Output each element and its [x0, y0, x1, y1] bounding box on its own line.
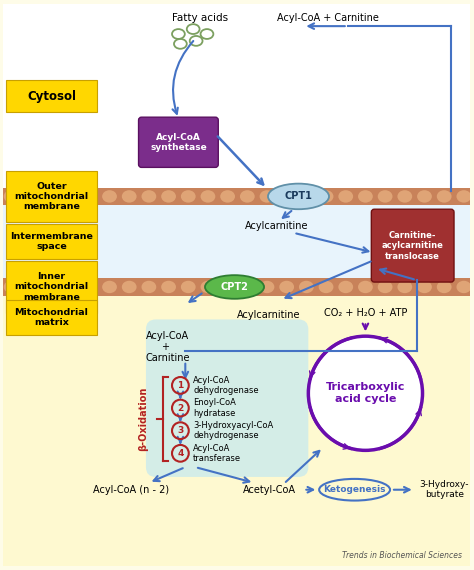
Ellipse shape [358, 281, 373, 293]
Ellipse shape [417, 281, 432, 293]
FancyBboxPatch shape [6, 262, 97, 312]
Bar [3, 5, 470, 188]
Ellipse shape [181, 281, 196, 293]
Text: Mitochondrial
matrix: Mitochondrial matrix [15, 308, 88, 327]
FancyBboxPatch shape [6, 171, 97, 222]
Ellipse shape [161, 190, 176, 202]
Ellipse shape [319, 190, 333, 202]
FancyBboxPatch shape [6, 80, 97, 112]
Text: CO₂ + H₂O + ATP: CO₂ + H₂O + ATP [324, 308, 407, 317]
FancyBboxPatch shape [6, 300, 97, 335]
Ellipse shape [338, 281, 353, 293]
Ellipse shape [102, 190, 117, 202]
Ellipse shape [4, 281, 18, 293]
Text: Carnitine: Carnitine [146, 353, 190, 363]
Text: Acyl-CoA + Carnitine: Acyl-CoA + Carnitine [277, 13, 379, 23]
Ellipse shape [43, 281, 58, 293]
FancyBboxPatch shape [138, 117, 219, 168]
Ellipse shape [142, 281, 156, 293]
Bar [3, 296, 470, 565]
Text: 3-Hydroxyacyl-CoA
dehydrogenase: 3-Hydroxyacyl-CoA dehydrogenase [193, 421, 273, 441]
Ellipse shape [63, 281, 78, 293]
Ellipse shape [240, 281, 255, 293]
Ellipse shape [82, 281, 97, 293]
Ellipse shape [268, 184, 329, 209]
Text: Fatty acids: Fatty acids [172, 13, 228, 23]
Text: CPT2: CPT2 [220, 282, 248, 292]
Ellipse shape [437, 281, 452, 293]
FancyBboxPatch shape [371, 209, 454, 282]
Ellipse shape [201, 281, 215, 293]
Ellipse shape [142, 190, 156, 202]
Text: Intermembrane
space: Intermembrane space [10, 232, 93, 251]
Ellipse shape [220, 281, 235, 293]
Text: Ketogenesis: Ketogenesis [323, 485, 386, 494]
Circle shape [309, 336, 422, 450]
Text: Carnitine-
acylcarnitine
translocase: Carnitine- acylcarnitine translocase [382, 231, 444, 260]
Bar [3, 278, 470, 296]
Text: +: + [161, 342, 169, 352]
Text: β-Oxidation: β-Oxidation [138, 386, 148, 451]
Ellipse shape [417, 190, 432, 202]
Ellipse shape [122, 281, 137, 293]
Ellipse shape [122, 190, 137, 202]
Ellipse shape [279, 281, 294, 293]
Ellipse shape [181, 190, 196, 202]
Text: Acylcarnitine: Acylcarnitine [245, 221, 309, 231]
Text: 4: 4 [177, 449, 183, 458]
Text: Inner
mitochondrial
membrane: Inner mitochondrial membrane [14, 272, 89, 302]
Text: 2: 2 [177, 404, 183, 413]
Ellipse shape [260, 190, 274, 202]
Ellipse shape [456, 190, 471, 202]
Text: Enoyl-CoA
hydratase: Enoyl-CoA hydratase [193, 398, 236, 418]
Text: Acetyl-CoA: Acetyl-CoA [243, 484, 295, 495]
Text: Acyl-CoA
transferase: Acyl-CoA transferase [193, 443, 241, 463]
Text: Acyl-CoA
synthetase: Acyl-CoA synthetase [150, 133, 207, 152]
Ellipse shape [43, 190, 58, 202]
FancyBboxPatch shape [6, 224, 97, 259]
Text: Acyl-CoA (n - 2): Acyl-CoA (n - 2) [93, 484, 169, 495]
Ellipse shape [299, 281, 314, 293]
Ellipse shape [338, 190, 353, 202]
Text: Acylcarnitine: Acylcarnitine [237, 310, 301, 320]
Text: Outer
mitochondrial
membrane: Outer mitochondrial membrane [14, 181, 89, 211]
FancyBboxPatch shape [146, 319, 309, 477]
Ellipse shape [4, 190, 18, 202]
Ellipse shape [205, 275, 264, 299]
Ellipse shape [397, 281, 412, 293]
Text: Acyl-CoA: Acyl-CoA [146, 331, 189, 341]
Ellipse shape [220, 190, 235, 202]
Ellipse shape [82, 190, 97, 202]
Text: 3-Hydroxy-
butyrate: 3-Hydroxy- butyrate [419, 480, 469, 499]
Ellipse shape [63, 190, 78, 202]
Ellipse shape [102, 281, 117, 293]
Text: Cytosol: Cytosol [27, 89, 76, 103]
Ellipse shape [260, 281, 274, 293]
Ellipse shape [279, 190, 294, 202]
Ellipse shape [23, 190, 38, 202]
Text: 1: 1 [177, 381, 183, 390]
Text: Acyl-CoA
dehydrogenase: Acyl-CoA dehydrogenase [193, 376, 259, 395]
Ellipse shape [358, 190, 373, 202]
Ellipse shape [23, 281, 38, 293]
Text: CPT1: CPT1 [284, 192, 312, 201]
Bar [3, 205, 470, 278]
Ellipse shape [378, 281, 392, 293]
Ellipse shape [378, 190, 392, 202]
Ellipse shape [437, 190, 452, 202]
Ellipse shape [240, 190, 255, 202]
Text: Tricarboxylic
acid cycle: Tricarboxylic acid cycle [326, 382, 405, 404]
Bar [3, 188, 470, 205]
Ellipse shape [456, 281, 471, 293]
Ellipse shape [201, 190, 215, 202]
Ellipse shape [161, 281, 176, 293]
Text: Trends in Biochemical Sciences: Trends in Biochemical Sciences [342, 551, 462, 560]
Ellipse shape [299, 190, 314, 202]
Ellipse shape [397, 190, 412, 202]
Ellipse shape [319, 281, 333, 293]
Text: 3: 3 [177, 426, 183, 435]
